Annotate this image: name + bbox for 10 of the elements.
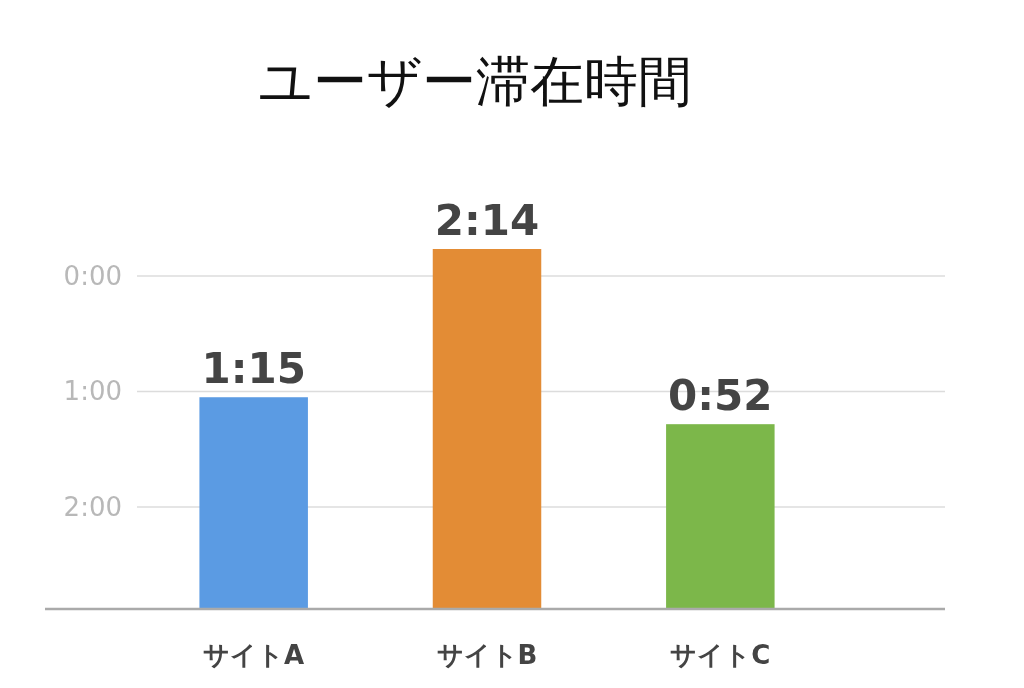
y-tick-label: 0:00	[63, 260, 122, 291]
x-tick-label: サイトB	[436, 640, 538, 670]
x-tick-label: サイトC	[670, 640, 771, 670]
x-tick-label: サイトA	[203, 640, 305, 670]
y-tick-label: 1:00	[63, 376, 122, 407]
annotation: 1:15	[201, 344, 306, 394]
annotation: 2:14	[434, 196, 540, 245]
y-tick-label: 2:00	[63, 491, 122, 522]
chart-title: ユーザー滞在時間	[258, 50, 692, 113]
annotation: 0:52	[668, 371, 773, 421]
